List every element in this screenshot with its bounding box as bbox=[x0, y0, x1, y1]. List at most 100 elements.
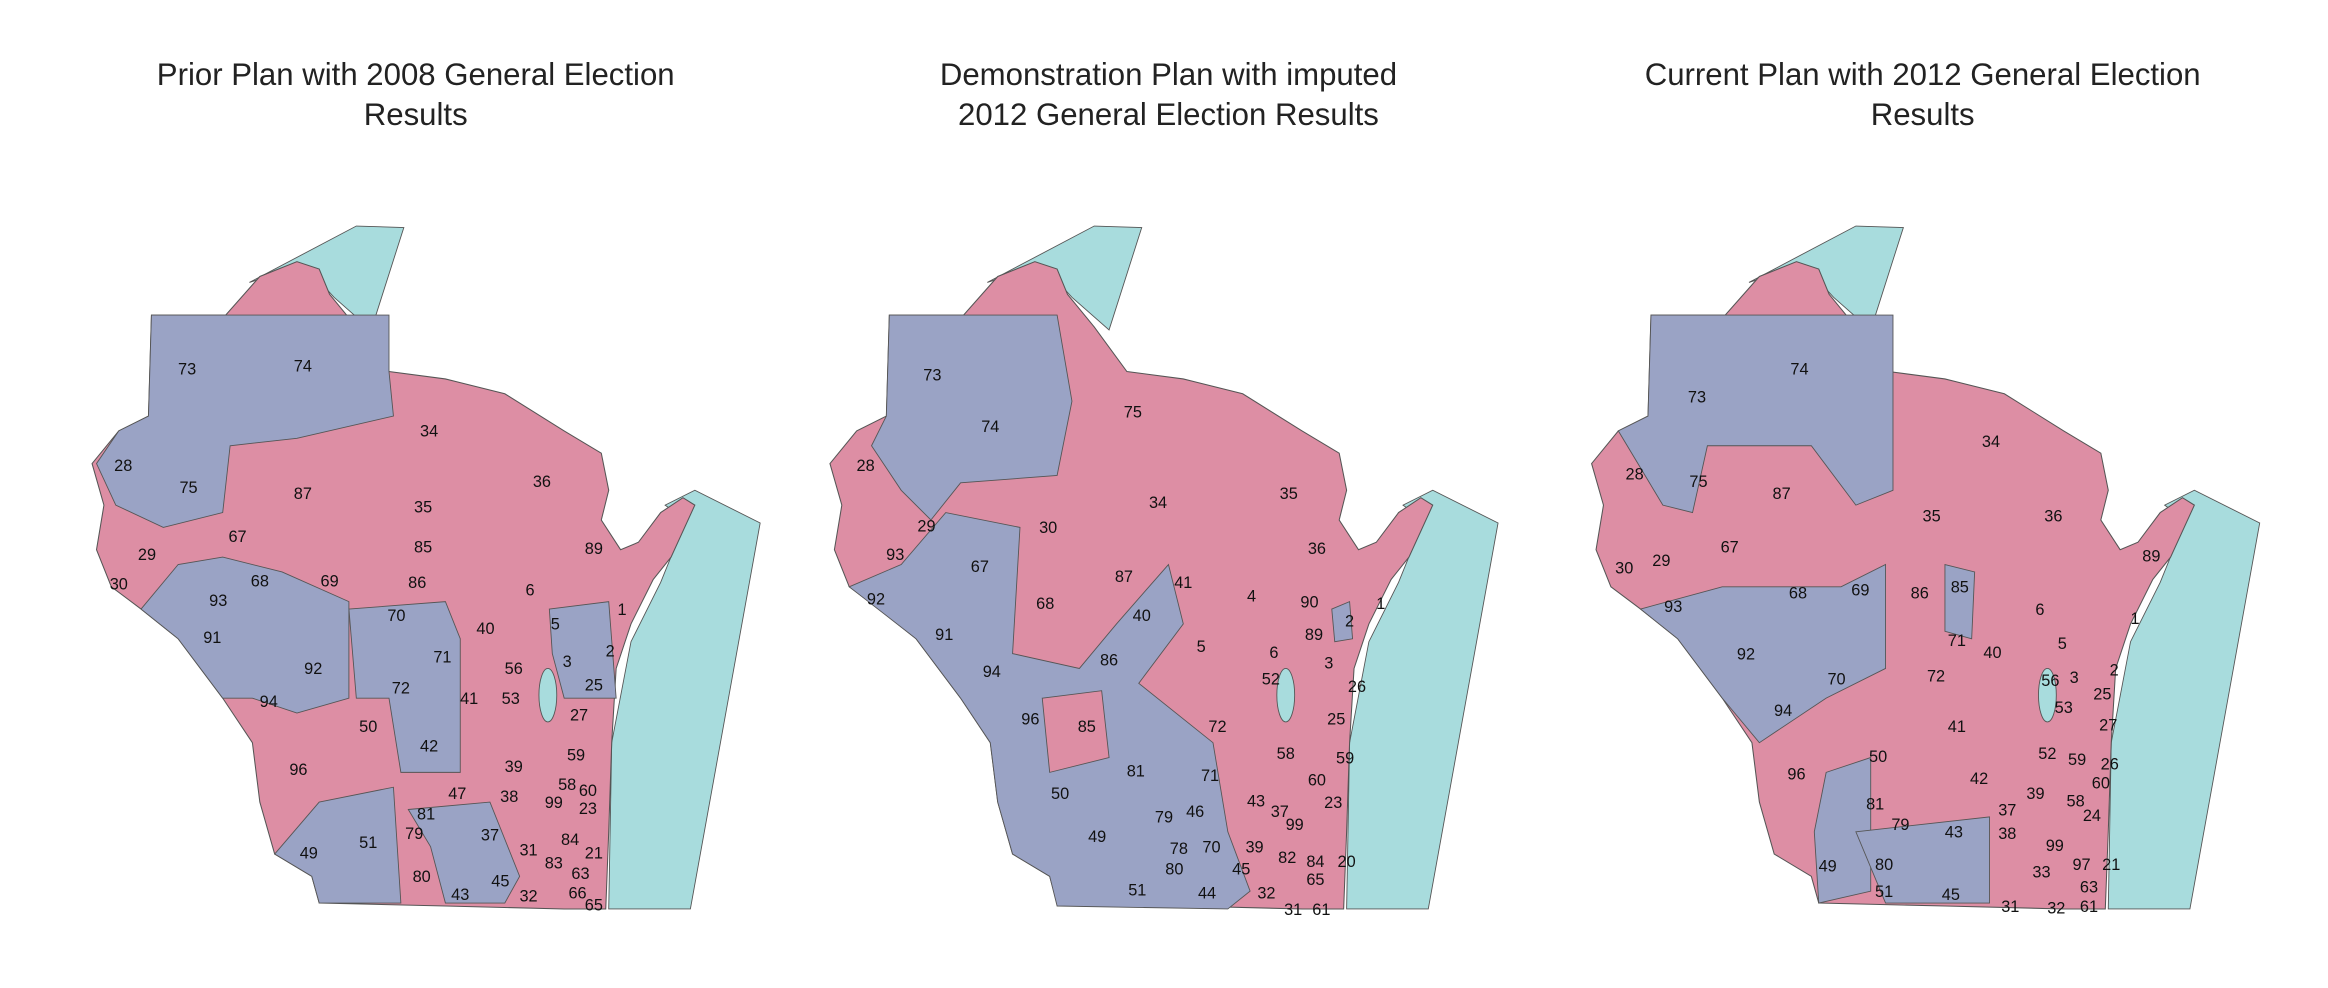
district-label: 5 bbox=[1197, 638, 1206, 656]
district-label: 6 bbox=[525, 582, 534, 600]
map-title: 2012 General Election Results bbox=[958, 97, 1379, 132]
district-label: 82 bbox=[1278, 849, 1296, 867]
district-label: 92 bbox=[1737, 645, 1755, 663]
district-label: 90 bbox=[1300, 593, 1318, 611]
district-label: 53 bbox=[2055, 699, 2073, 717]
district-label: 23 bbox=[579, 800, 597, 818]
district-label: 35 bbox=[1923, 507, 1941, 525]
district-label: 30 bbox=[110, 576, 128, 594]
district-label: 36 bbox=[2044, 507, 2062, 525]
district-label: 70 bbox=[387, 607, 405, 625]
map-title: Current Plan with 2012 General Election bbox=[1645, 57, 2201, 92]
district-label: 68 bbox=[1036, 595, 1054, 613]
district-label: 74 bbox=[981, 418, 999, 436]
district-label: 44 bbox=[1198, 884, 1216, 902]
lake-winnebago bbox=[538, 668, 558, 723]
district-label: 45 bbox=[1232, 861, 1250, 879]
district-label: 80 bbox=[413, 868, 431, 886]
map-panel: Current Plan with 2012 General Election R… bbox=[1591, 57, 2261, 917]
district-label: 68 bbox=[251, 573, 269, 591]
district-label: 46 bbox=[1186, 803, 1204, 821]
district-region bbox=[548, 601, 617, 699]
district-label: 25 bbox=[1327, 711, 1345, 729]
district-label: 58 bbox=[1277, 745, 1295, 763]
district-label: 34 bbox=[1149, 494, 1167, 512]
district-label: 75 bbox=[179, 479, 197, 497]
district-label: 67 bbox=[971, 558, 989, 576]
map-title: Prior Plan with 2008 General Election bbox=[157, 57, 675, 92]
district-region bbox=[273, 786, 402, 904]
district-label: 91 bbox=[203, 629, 221, 647]
district-label: 85 bbox=[1951, 579, 1969, 597]
district-label: 42 bbox=[1970, 770, 1988, 788]
district-label: 73 bbox=[178, 360, 196, 378]
district-label: 41 bbox=[460, 690, 478, 708]
district-label: 81 bbox=[417, 806, 435, 824]
district-label: 27 bbox=[570, 706, 588, 724]
district-label: 25 bbox=[585, 677, 603, 695]
district-label: 80 bbox=[1165, 861, 1183, 879]
district-label: 29 bbox=[1652, 552, 1670, 570]
district-label: 66 bbox=[568, 884, 586, 902]
district-label: 74 bbox=[1790, 360, 1808, 378]
district-region bbox=[1617, 314, 1894, 514]
district-label: 99 bbox=[1286, 816, 1304, 834]
map-title: Results bbox=[1871, 97, 1975, 132]
district-label: 97 bbox=[2072, 856, 2090, 874]
district-label: 63 bbox=[2080, 878, 2098, 896]
district-label: 93 bbox=[1664, 598, 1682, 616]
district-label: 2 bbox=[1345, 613, 1354, 631]
district-label: 39 bbox=[505, 758, 523, 776]
district-label: 87 bbox=[1773, 485, 1791, 503]
district-label: 31 bbox=[1284, 901, 1302, 919]
district-label: 1 bbox=[1376, 595, 1385, 613]
district-label: 4 bbox=[1247, 587, 1256, 605]
district-label: 94 bbox=[983, 663, 1001, 681]
district-label: 83 bbox=[545, 855, 563, 873]
district-label: 67 bbox=[1721, 539, 1739, 557]
district-label: 21 bbox=[585, 844, 603, 862]
district-label: 25 bbox=[2093, 685, 2111, 703]
district-label: 49 bbox=[1088, 828, 1106, 846]
district-label: 63 bbox=[571, 865, 589, 883]
district-label: 72 bbox=[392, 680, 410, 698]
district-label: 30 bbox=[1615, 559, 1633, 577]
district-label: 43 bbox=[451, 886, 469, 904]
district-label: 81 bbox=[1127, 763, 1145, 781]
district-region bbox=[871, 314, 1073, 521]
district-label: 96 bbox=[289, 761, 307, 779]
district-label: 28 bbox=[1626, 466, 1644, 484]
district-label: 70 bbox=[1827, 671, 1845, 689]
district-region bbox=[1813, 756, 1872, 904]
district-label: 67 bbox=[228, 528, 246, 546]
district-label: 31 bbox=[2001, 898, 2019, 916]
lake-winnebago bbox=[1276, 668, 1296, 723]
map-shapes bbox=[1591, 225, 2261, 910]
district-label: 86 bbox=[1100, 651, 1118, 669]
district-label: 78 bbox=[1170, 840, 1188, 858]
district-label: 71 bbox=[433, 648, 451, 666]
district-label: 1 bbox=[618, 601, 627, 619]
district-label: 26 bbox=[1348, 678, 1366, 696]
district-label: 41 bbox=[1174, 574, 1192, 592]
district-label: 75 bbox=[1689, 473, 1707, 491]
district-label: 79 bbox=[1155, 809, 1173, 827]
district-label: 59 bbox=[567, 746, 585, 764]
district-label: 3 bbox=[2070, 669, 2079, 687]
map-shapes bbox=[91, 225, 761, 910]
district-label: 28 bbox=[114, 457, 132, 475]
district-label: 92 bbox=[867, 590, 885, 608]
district-label: 38 bbox=[500, 788, 518, 806]
map-title: Results bbox=[364, 97, 468, 132]
district-label: 96 bbox=[1787, 766, 1805, 784]
district-label: 36 bbox=[533, 473, 551, 491]
district-label: 49 bbox=[1819, 858, 1837, 876]
district-label: 30 bbox=[1039, 519, 1057, 537]
district-label: 29 bbox=[917, 518, 935, 536]
district-label: 51 bbox=[1128, 881, 1146, 899]
district-label: 2 bbox=[2110, 662, 2119, 680]
district-region bbox=[1855, 816, 1990, 904]
district-label: 96 bbox=[1021, 711, 1039, 729]
